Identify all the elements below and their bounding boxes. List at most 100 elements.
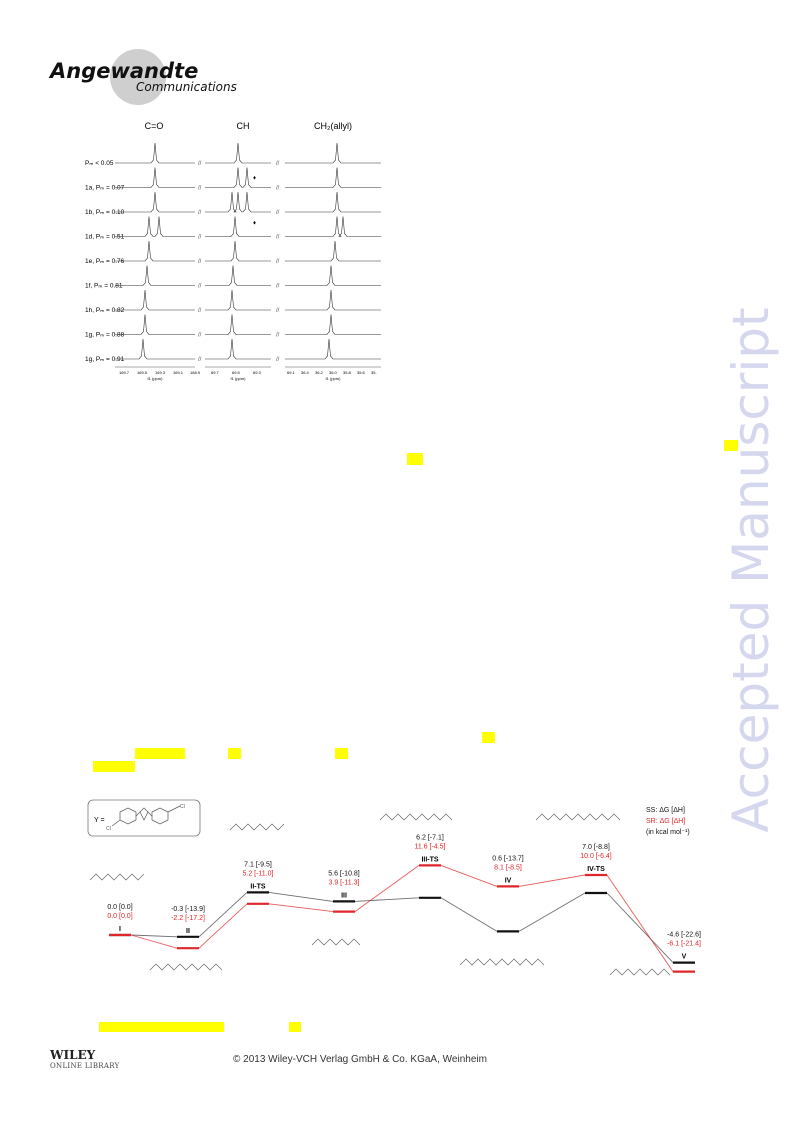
legend-units: (in kcal mol⁻¹) <box>646 829 690 836</box>
axis-break-mark: // <box>198 308 202 314</box>
nmr-trace <box>205 338 271 360</box>
highlight-mark <box>335 748 348 759</box>
profile-connector <box>606 892 674 963</box>
profile-connector <box>268 891 334 902</box>
col-header-co: C=O <box>145 121 164 131</box>
y-structure-sketch <box>111 805 181 827</box>
state-label: III <box>341 892 347 899</box>
legend-ss: SS: ΔG [ΔH] <box>646 807 685 814</box>
nmr-trace <box>285 142 381 164</box>
profile-connector <box>354 865 420 912</box>
axis-break-mark: // <box>276 186 280 192</box>
state-ss-value: 0.0 [0.0] <box>107 904 132 911</box>
state-label: II <box>186 928 190 935</box>
nmr-trace <box>205 191 271 213</box>
tick-ch2-4: 35.8 <box>343 370 352 375</box>
highlight-mark <box>482 732 495 743</box>
state-sr-value: -6.1 [-21.4] <box>667 941 701 948</box>
axis-break-mark: // <box>276 161 280 167</box>
nmr-rows: Pₘ < 0.05 // // 1a, Pₘ = 0.07 // // 1b, Pₘ = 0… <box>85 142 381 363</box>
tick-ch-2: 69.3 <box>253 370 262 375</box>
profile-connector <box>130 934 178 949</box>
nmr-row-label: 1g, Pₘ = 0.91 <box>85 356 125 363</box>
state-sr-value: 5.2 [-11.0] <box>242 870 273 877</box>
state-ss-value: 7.0 [-8.8] <box>582 844 610 851</box>
state-sr-value: -2.2 [-17.2] <box>171 915 205 922</box>
tick-co-1: 169.5 <box>137 370 148 375</box>
highlight-mark <box>228 748 241 759</box>
state-ss-value: 0.6 [-13.7] <box>492 855 524 862</box>
axis-break-mark: // <box>276 210 280 216</box>
state-sr-value: 11.6 [-4.5] <box>414 843 445 850</box>
nmr-row-label: 1d, Pₘ = 0.51 <box>85 234 125 241</box>
nmr-trace <box>285 191 381 213</box>
col-header-ch2: CH₂(allyl) <box>314 121 352 131</box>
state-ss-value: -0.3 [-13.9] <box>171 906 205 913</box>
highlight-mark <box>135 748 185 759</box>
copyright-notice: © 2013 Wiley-VCH Verlag GmbH & Co. KGaA,… <box>233 1054 487 1065</box>
nmr-trace <box>115 167 195 188</box>
highlight-mark <box>724 440 738 451</box>
nmr-trace <box>205 314 271 335</box>
tick-ch-1: 69.5 <box>232 370 241 375</box>
accepted-manuscript-watermark: Accepted Manuscript <box>716 280 786 860</box>
axis-break-mark: // <box>198 186 202 192</box>
nmr-trace <box>115 265 195 286</box>
axis-break-mark: // <box>198 235 202 241</box>
tick-ch2-0: 69.1 <box>287 370 296 375</box>
diamond-marker: ♦ <box>253 221 256 227</box>
nmr-trace <box>205 289 271 311</box>
state-label: I <box>119 926 121 933</box>
nmr-trace <box>115 240 195 262</box>
journal-subtitle: Communications <box>136 80 237 94</box>
profile-connector <box>268 903 334 913</box>
publisher-name: WILEY <box>50 1048 96 1062</box>
axis-break-mark: // <box>276 284 280 290</box>
highlight-mark <box>93 761 135 772</box>
axis-break-mark: // <box>198 210 202 216</box>
nmr-trace <box>205 265 271 286</box>
svg-text:Cl: Cl <box>106 826 111 832</box>
highlight-mark <box>99 1022 224 1032</box>
y-label: Y = <box>94 817 105 824</box>
nmr-trace <box>115 191 195 213</box>
state-sr-value: 10.0 [-6.4] <box>580 853 612 860</box>
energy-profile: I 0.0 [0.0] 0.0 [0.0] II -0.3 [-13.9] -2.2 [-… <box>107 834 701 973</box>
nmr-row-label: Pₘ < 0.05 <box>85 160 114 167</box>
brand-disc <box>110 49 166 105</box>
nmr-axis: 169.7 169.5 169.3 169.1 168.9 69.7 69.5 … <box>115 366 381 381</box>
nmr-trace <box>115 289 195 311</box>
state-ss-value: 7.1 [-9.5] <box>244 861 272 868</box>
axis-break-mark: // <box>276 259 280 265</box>
state-label: IV <box>505 877 512 884</box>
state-ss-value: 5.6 [-10.8] <box>328 870 360 877</box>
axis-break-mark: // <box>276 333 280 339</box>
tick-co-0: 169.7 <box>119 370 130 375</box>
nmr-trace <box>115 314 195 335</box>
profile-connector <box>198 892 248 938</box>
tick-ch2-3: 36.0 <box>329 370 338 375</box>
highlight-mark <box>289 1022 301 1032</box>
state-ss-value: -4.6 [-22.6] <box>667 932 701 939</box>
svg-text:Cl: Cl <box>180 804 185 810</box>
molecule-sketches <box>89 813 671 976</box>
state-label: II-TS <box>250 883 265 890</box>
profile-connector <box>354 897 420 902</box>
axis-break-mark: // <box>276 357 280 363</box>
axis-unit-ch2: f1 (ppm) <box>326 376 342 381</box>
axis-unit-co: f1 (ppm) <box>148 376 164 381</box>
axis-break-mark: // <box>198 161 202 167</box>
y-structure-box <box>87 799 201 837</box>
state-ss-value: 6.2 [-7.1] <box>416 834 444 841</box>
tick-ch2-5: 35.6 <box>357 370 366 375</box>
profile-connector <box>518 892 586 932</box>
axis-break-mark: // <box>198 333 202 339</box>
profile-connector <box>606 874 674 972</box>
state-label: V <box>682 954 687 961</box>
profile-connector <box>440 897 498 932</box>
nmr-trace <box>285 167 381 188</box>
axis-break-mark: // <box>276 235 280 241</box>
journal-title: Angewandte <box>50 59 199 83</box>
nmr-trace <box>285 314 381 335</box>
axis-break-mark: // <box>198 284 202 290</box>
